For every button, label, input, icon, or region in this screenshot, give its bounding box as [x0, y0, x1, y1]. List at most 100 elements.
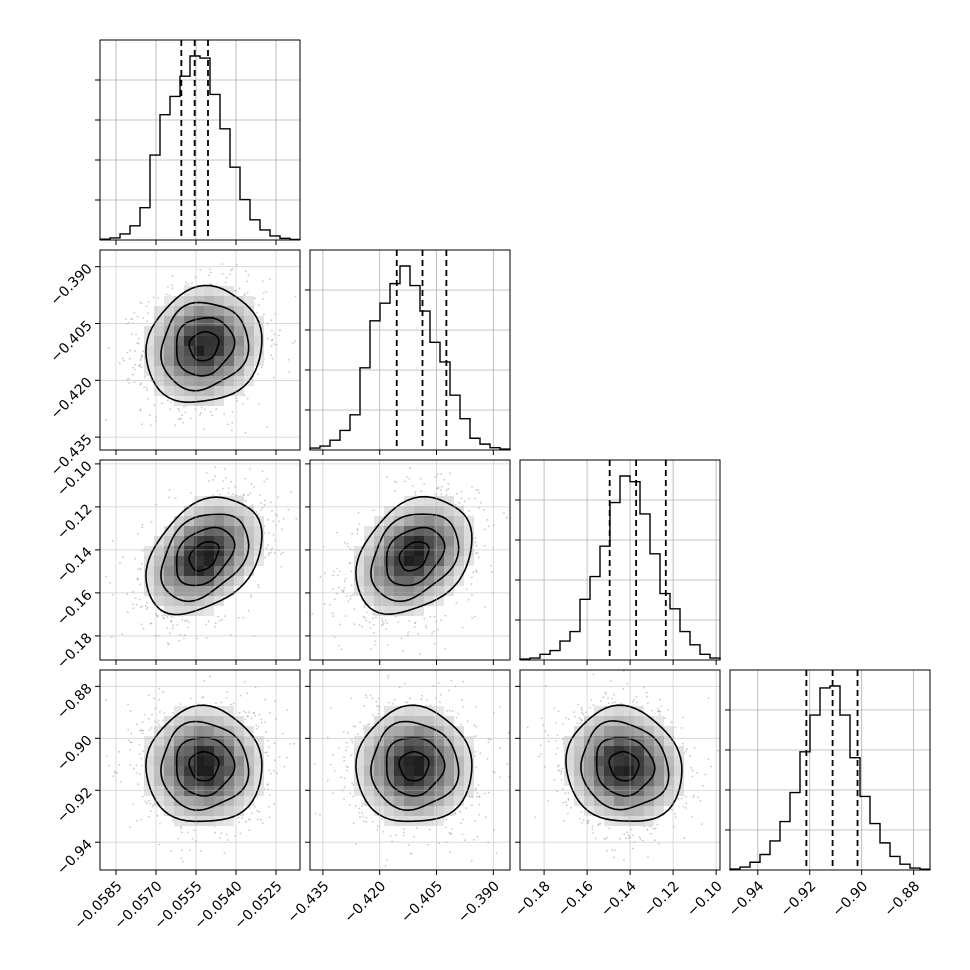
scatter-point: [124, 318, 127, 321]
density-cell: [234, 316, 244, 326]
scatter-point: [576, 722, 579, 725]
scatter-point: [376, 828, 379, 831]
scatter-point: [209, 411, 212, 413]
density-cell: [434, 596, 444, 606]
scatter-point: [566, 804, 568, 807]
panel-frame: [99, 459, 301, 661]
scatter-point: [147, 694, 150, 696]
density-cell: [414, 576, 424, 586]
density-cell: [204, 766, 214, 776]
density-cell: [244, 736, 254, 746]
density-cell: [364, 736, 374, 746]
scatter-point: [366, 611, 368, 614]
scatter-point: [278, 520, 280, 523]
density-cell: [204, 336, 214, 346]
scatter-point: [157, 719, 160, 722]
density-cell: [194, 506, 204, 516]
density-cell: [424, 586, 434, 596]
scatter-point: [344, 615, 347, 617]
scatter-point: [350, 570, 353, 573]
density-cell: [204, 286, 214, 296]
scatter-point: [191, 838, 194, 840]
y-tick-label: −0.405: [48, 318, 96, 366]
scatter-point: [286, 756, 289, 759]
scatter-point: [474, 787, 477, 790]
scatter-point: [338, 586, 340, 589]
scatter-point: [650, 832, 653, 835]
density-cell: [194, 556, 204, 566]
scatter-point: [369, 627, 372, 629]
scatter-point: [336, 567, 339, 570]
density-cell: [174, 366, 184, 376]
scatter-point: [243, 494, 245, 497]
density-cell: [594, 776, 604, 786]
density-cell: [234, 576, 244, 586]
scatter-point: [561, 788, 564, 790]
density-cell: [204, 806, 214, 816]
scatter-point: [400, 637, 403, 640]
density-cell: [154, 316, 164, 326]
density-cell: [194, 786, 204, 796]
contour-level-2: [160, 720, 250, 812]
density-cell: [414, 776, 424, 786]
scatter-point: [248, 818, 250, 821]
density-cell: [154, 736, 164, 746]
density-cell: [434, 566, 444, 576]
scatter-point: [330, 707, 332, 709]
scatter-point: [696, 771, 698, 774]
density-cell: [174, 526, 184, 536]
scatter-point: [611, 702, 614, 704]
density-cell: [424, 726, 434, 736]
density-cell: [594, 716, 604, 726]
scatter-point: [171, 627, 174, 629]
scatter-point: [544, 730, 547, 732]
contour-level-0: [188, 330, 220, 362]
density-cell: [434, 516, 444, 526]
scatter-point: [118, 764, 121, 766]
scatter-point: [462, 680, 465, 683]
scatter-point: [604, 837, 607, 840]
scatter-point: [347, 732, 349, 734]
scatter-point: [190, 697, 192, 700]
density-cell: [584, 756, 594, 766]
density-cell: [194, 756, 204, 766]
density-cell: [204, 296, 214, 306]
density-cell: [434, 776, 444, 786]
scatter-point: [374, 640, 377, 643]
density-cell: [214, 526, 224, 536]
scatter-point: [448, 831, 451, 834]
scatter-point: [394, 490, 396, 492]
scatter-point: [371, 617, 374, 620]
scatter-point: [470, 576, 473, 579]
scatter-point: [191, 282, 193, 285]
scatter-point: [246, 715, 249, 718]
scatter-point: [458, 501, 460, 504]
scatter-point: [461, 833, 464, 836]
density-cell: [204, 376, 214, 386]
scatter-point: [710, 765, 712, 768]
scatter-point: [386, 622, 388, 624]
density-cell: [454, 516, 464, 526]
scatter-point: [352, 795, 355, 798]
density-cell: [184, 806, 194, 816]
density-cell: [154, 746, 164, 756]
scatter-point: [263, 313, 265, 316]
scatter-point: [156, 615, 158, 617]
density-cell: [154, 796, 164, 806]
scatter-point: [246, 291, 249, 294]
density-cell: [644, 816, 654, 826]
density-cell: [204, 556, 214, 566]
scatter-point: [564, 792, 567, 795]
scatter-point: [581, 709, 583, 711]
scatter-point: [159, 711, 161, 713]
scatter-point: [558, 663, 560, 665]
scatter-point: [183, 637, 185, 640]
density-cell: [384, 556, 394, 566]
density-cell: [244, 366, 254, 376]
density-cell: [644, 726, 654, 736]
scatter-point: [461, 698, 463, 701]
density-cell: [254, 776, 264, 786]
scatter-point: [288, 370, 290, 373]
density-cell: [164, 356, 174, 366]
scatter-point: [343, 586, 346, 589]
